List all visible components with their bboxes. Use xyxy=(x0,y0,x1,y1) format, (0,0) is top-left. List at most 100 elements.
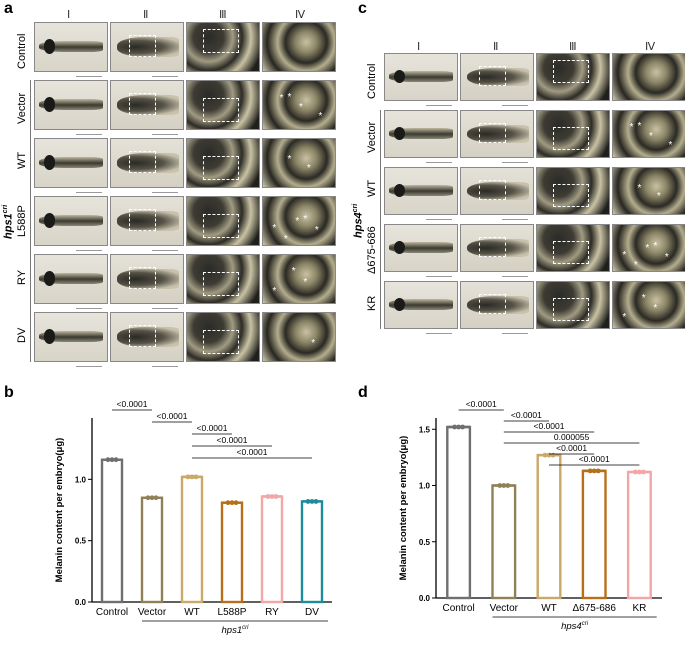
data-point xyxy=(109,457,115,463)
data-point xyxy=(265,494,271,499)
micrograph xyxy=(460,110,534,158)
column-heading: Ⅲ xyxy=(219,9,227,21)
micrograph xyxy=(384,53,458,101)
micrograph xyxy=(384,167,458,215)
micrograph xyxy=(186,22,260,72)
bar-chart-b: 0.0 0.5 1.0 Melanin content per embryo(μg) C… xyxy=(54,399,332,636)
micrograph xyxy=(536,224,610,272)
micrograph xyxy=(34,196,108,246)
star-marker: * xyxy=(314,224,319,236)
p-value-label: <0.0001 xyxy=(217,435,248,445)
star-marker: * xyxy=(299,102,303,114)
star-marker: * xyxy=(653,241,658,253)
star-marker: * xyxy=(311,338,316,350)
micrograph: * * xyxy=(262,138,336,188)
x-tick-label: KR xyxy=(632,603,646,614)
star-marker: * xyxy=(645,242,650,254)
data-point xyxy=(153,495,159,501)
data-point xyxy=(305,499,311,504)
data-point xyxy=(185,474,191,480)
star-marker: * xyxy=(279,92,284,104)
star-marker: * xyxy=(622,250,627,262)
row-label: Control xyxy=(16,33,28,70)
data-point xyxy=(637,469,642,475)
data-point xyxy=(633,469,638,475)
panel-letter-a: a xyxy=(4,0,13,17)
bar xyxy=(140,496,164,604)
micrograph xyxy=(384,110,458,158)
data-point xyxy=(501,483,507,488)
genotype-label: hps4cri xyxy=(352,203,365,238)
star-marker: * xyxy=(637,121,642,133)
column-heading: Ⅳ xyxy=(295,9,306,21)
micrograph: * * * xyxy=(612,281,685,329)
data-point xyxy=(113,457,119,463)
bar xyxy=(491,484,517,600)
x-tick-label: RY xyxy=(265,607,279,618)
micrograph: * * * * * xyxy=(262,196,336,246)
bar xyxy=(300,500,324,604)
data-point xyxy=(269,494,275,499)
micrograph xyxy=(612,53,685,101)
data-point xyxy=(587,468,593,474)
column-heading: Ⅲ xyxy=(569,41,577,53)
micrograph xyxy=(110,254,184,304)
data-point xyxy=(233,500,239,506)
micrograph xyxy=(110,312,184,362)
bar xyxy=(220,501,244,604)
micrograph xyxy=(186,196,260,246)
bar xyxy=(536,453,562,600)
bar xyxy=(100,458,124,604)
p-value-label: <0.0001 xyxy=(197,423,228,433)
micrograph xyxy=(186,138,260,188)
star-marker: * xyxy=(641,292,646,304)
x-tick-label: Control xyxy=(442,603,474,614)
micrograph: * xyxy=(262,312,336,362)
micrograph xyxy=(110,138,184,188)
x-tick-label: Vector xyxy=(490,603,519,614)
data-point xyxy=(550,452,556,458)
panel-letter-d: d xyxy=(358,384,368,401)
data-point xyxy=(193,474,199,480)
data-point xyxy=(225,500,231,506)
micrograph xyxy=(34,80,108,130)
row-label: L588P xyxy=(16,205,28,237)
panel-letter-b: b xyxy=(4,384,14,401)
y-tick-label: 0.5 xyxy=(75,537,87,546)
star-marker: * xyxy=(668,139,673,151)
star-marker: * xyxy=(664,251,669,263)
y-tick-label: 1.5 xyxy=(419,425,431,434)
star-marker: * xyxy=(318,111,323,123)
micrograph: * * * * xyxy=(262,80,336,130)
micrograph xyxy=(460,167,534,215)
micrograph xyxy=(384,224,458,272)
data-point xyxy=(452,424,457,430)
column-heading: Ⅳ xyxy=(645,41,656,53)
bar xyxy=(180,475,204,604)
star-marker: * xyxy=(656,191,661,203)
micrograph xyxy=(536,167,610,215)
y-tick-label: 0.5 xyxy=(419,538,431,547)
micrograph xyxy=(110,80,184,130)
micrograph xyxy=(384,281,458,329)
row-label: Vector xyxy=(366,122,378,154)
micrograph xyxy=(536,281,610,329)
column-heading: Ⅰ xyxy=(417,41,421,53)
star-marker: * xyxy=(283,233,288,245)
bar xyxy=(626,470,652,600)
y-tick-label: 0.0 xyxy=(75,598,87,607)
p-value-label: <0.0001 xyxy=(534,421,565,431)
micrograph xyxy=(34,312,108,362)
micrograph xyxy=(186,80,260,130)
data-point xyxy=(313,499,319,504)
bar-chart-d: 0.0 0.5 1.0 1.5 Melanin content per embryo(μ… xyxy=(398,399,662,632)
micrograph xyxy=(110,196,184,246)
star-marker: * xyxy=(622,311,627,323)
star-marker: * xyxy=(272,286,277,298)
data-point xyxy=(505,483,511,488)
p-value-label: <0.0001 xyxy=(556,443,587,453)
micrograph xyxy=(34,254,108,304)
star-marker: * xyxy=(306,163,311,175)
data-point xyxy=(105,457,111,463)
star-marker: * xyxy=(629,122,634,134)
